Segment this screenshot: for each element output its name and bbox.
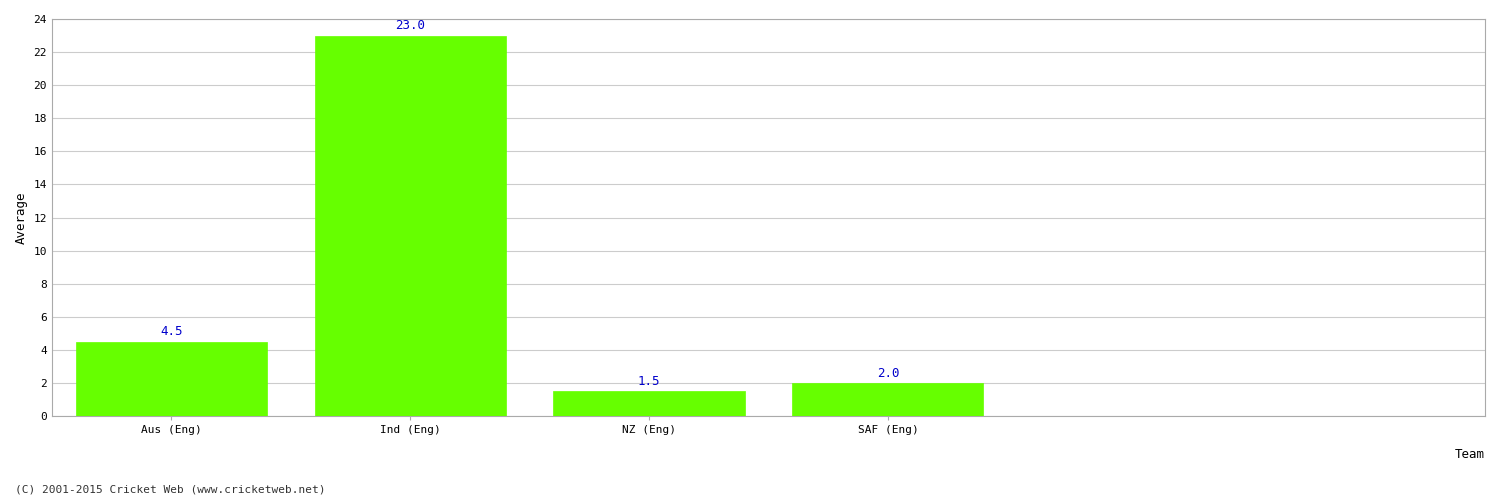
Bar — [76, 342, 267, 416]
Bar — [792, 383, 984, 416]
Text: (C) 2001-2015 Cricket Web (www.cricketweb.net): (C) 2001-2015 Cricket Web (www.cricketwe… — [15, 485, 326, 495]
Bar — [554, 392, 744, 416]
Text: 2.0: 2.0 — [876, 367, 898, 380]
Y-axis label: Average: Average — [15, 192, 28, 244]
Text: 4.5: 4.5 — [160, 326, 183, 338]
Text: Team: Team — [1455, 448, 1485, 461]
Text: 1.5: 1.5 — [638, 375, 660, 388]
Bar — [315, 36, 506, 416]
Text: 23.0: 23.0 — [394, 19, 424, 32]
